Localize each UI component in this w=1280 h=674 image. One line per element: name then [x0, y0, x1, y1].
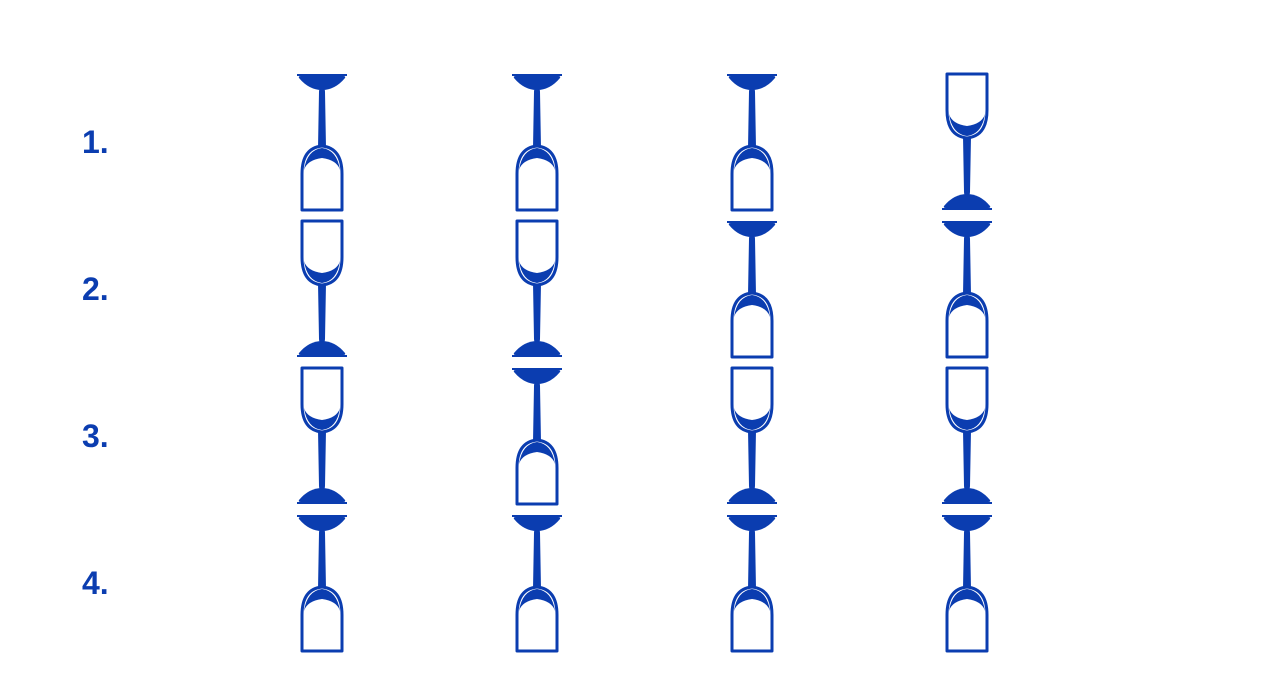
wine-glass-icon: [932, 513, 1002, 653]
wine-glass-icon: [932, 72, 1002, 212]
row-label-1: 1.: [82, 126, 109, 158]
row-label-2: 2.: [82, 273, 109, 305]
wine-glass-icon: [502, 366, 572, 506]
wine-glass-icon: [932, 219, 1002, 359]
wine-glass-icon: [502, 72, 572, 212]
wine-glass-icon: [717, 219, 787, 359]
row-label-3: 3.: [82, 420, 109, 452]
wine-glass-icon: [717, 72, 787, 212]
wine-glass-icon: [502, 219, 572, 359]
wine-glass-icon: [287, 72, 357, 212]
wine-glass-icon: [287, 219, 357, 359]
wine-glass-icon: [717, 366, 787, 506]
wine-glass-icon: [717, 513, 787, 653]
wine-glass-icon: [287, 366, 357, 506]
wine-glass-icon: [287, 513, 357, 653]
row-label-4: 4.: [82, 567, 109, 599]
diagram-stage: 1. 2. 3. 4.: [0, 0, 1280, 674]
wine-glass-icon: [502, 513, 572, 653]
wine-glass-icon: [932, 366, 1002, 506]
